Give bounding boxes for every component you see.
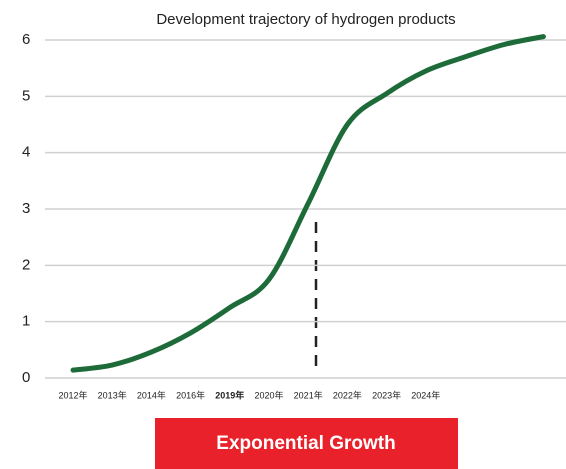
x-tick-label: 2022年 <box>333 389 362 400</box>
x-tick-label: 2013年 <box>98 389 127 400</box>
y-tick-label: 3 <box>22 200 30 217</box>
x-tick-label: 2012年 <box>58 389 87 400</box>
y-tick-label: 0 <box>22 369 30 386</box>
x-tick-label: 2023年 <box>372 389 401 400</box>
y-tick-label: 2 <box>22 256 30 273</box>
y-tick-label: 5 <box>22 87 30 104</box>
x-tick-label: 2020年 <box>254 389 283 400</box>
x-tick-label: 2024年 <box>411 389 440 400</box>
banner <box>155 418 458 469</box>
x-tick-label: 2021年 <box>294 389 323 400</box>
banner-text: Exponential Growth <box>216 433 395 454</box>
y-tick-label: 6 <box>22 31 30 48</box>
x-tick-label: 2019年 <box>215 389 244 400</box>
y-tick-label: 4 <box>22 144 30 161</box>
y-tick-label: 1 <box>22 313 30 330</box>
chart-title: Development trajectory of hydrogen produ… <box>156 11 455 28</box>
x-tick-label: 2016年 <box>176 389 205 400</box>
x-tick-label: 2014年 <box>137 389 166 400</box>
line <box>70 34 546 373</box>
